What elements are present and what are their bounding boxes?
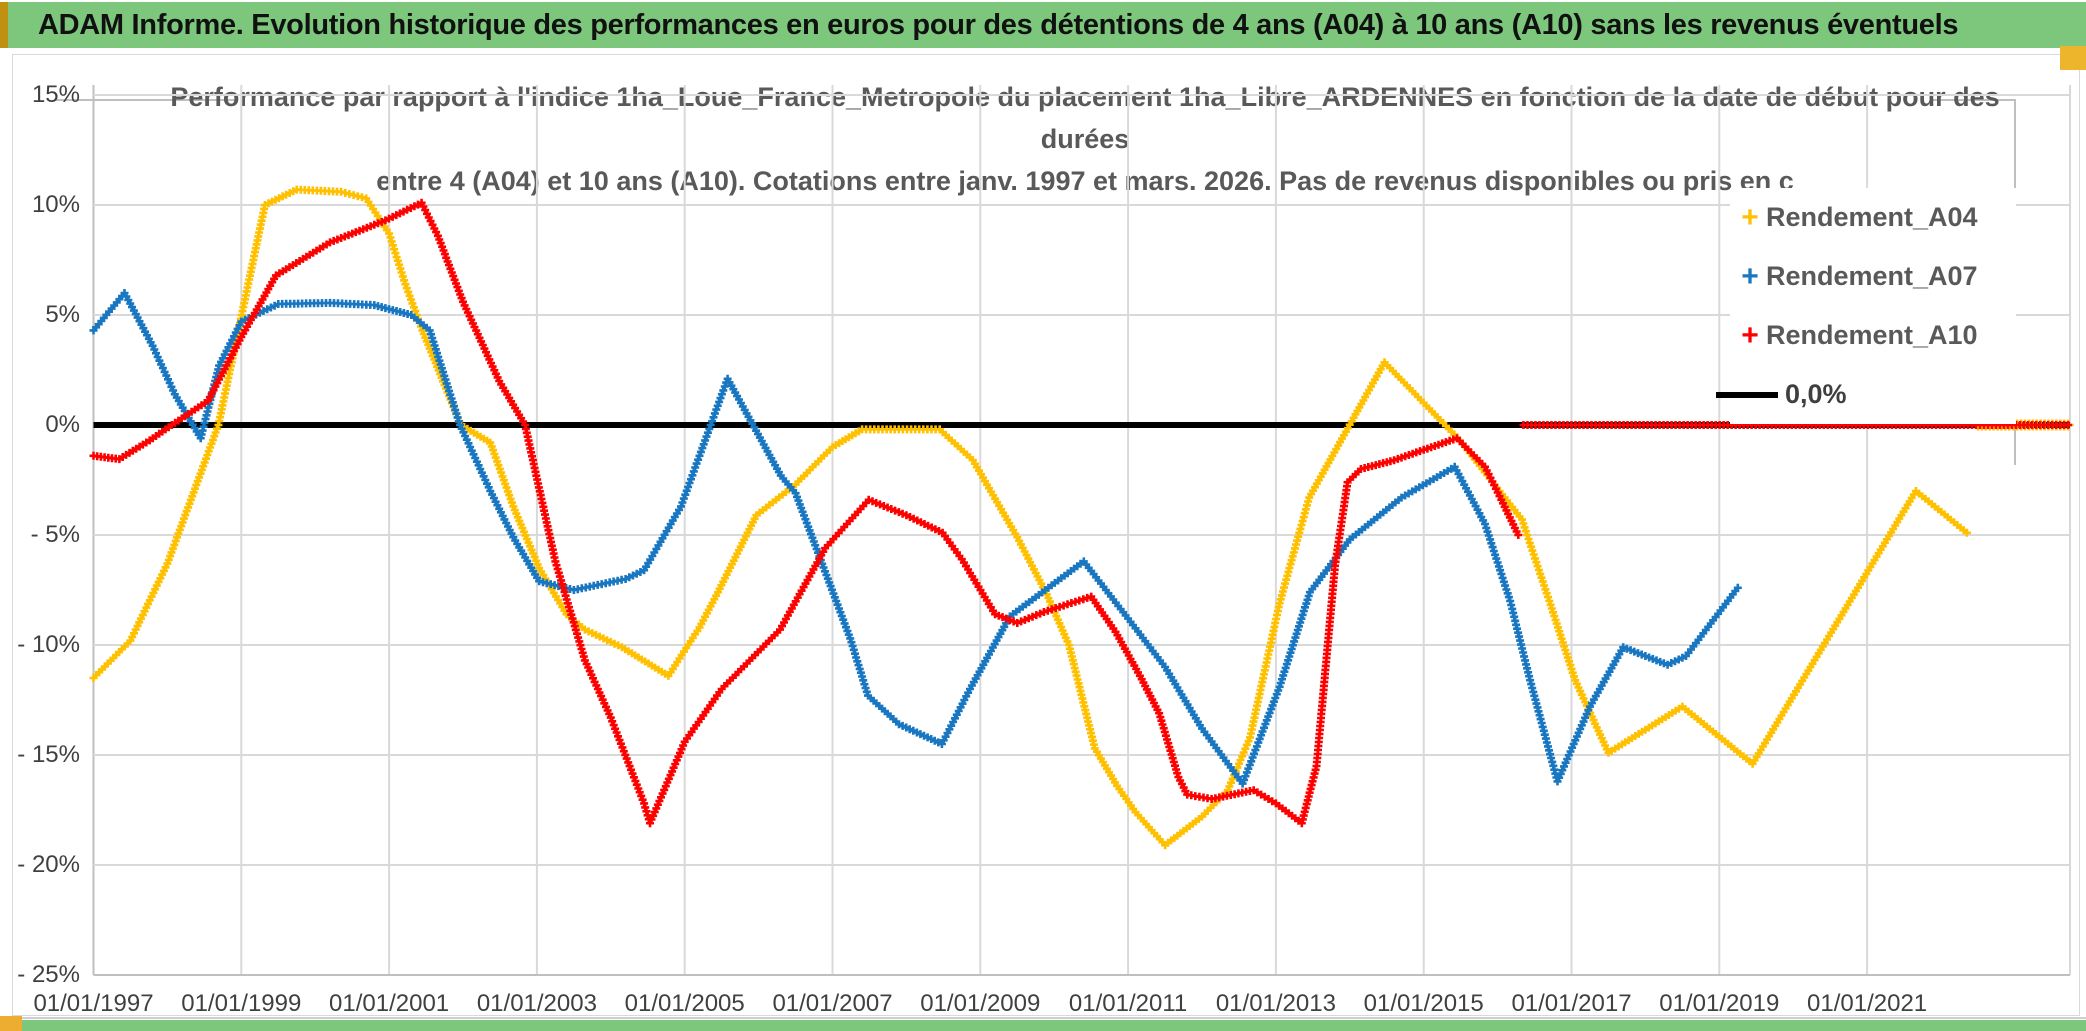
- legend: + Rendement_A04 + Rendement_A07 + Rendement_A…: [1716, 188, 2016, 424]
- zero-line-sample: [1716, 391, 1778, 398]
- x-tick-label: 01/01/2005: [624, 990, 745, 1017]
- legend-entry-rendement-a10[interactable]: + Rendement_A10: [1730, 306, 2016, 365]
- legend-entry-rendement-a04[interactable]: + Rendement_A04: [1730, 188, 2016, 247]
- x-tick-label: 01/01/2021: [1807, 990, 1928, 1017]
- flat-zero-tail: [1519, 421, 2073, 429]
- y-tick-label: 0%: [45, 411, 80, 438]
- x-tick-label: 01/01/2017: [1511, 990, 1632, 1017]
- header-bar: ADAM Informe. Evolution historique des p…: [8, 2, 2086, 48]
- page-title: ADAM Informe. Evolution historique des p…: [38, 9, 1959, 41]
- plus-marker-icon: +: [1741, 318, 1759, 352]
- x-tick-label: 01/01/1999: [181, 990, 302, 1017]
- x-tick-label: 01/01/2011: [1068, 990, 1188, 1017]
- bottom-bar: [22, 1020, 2086, 1031]
- x-tick-label: 01/01/2015: [1363, 990, 1484, 1017]
- series-rendement-a07: [89, 289, 1742, 788]
- y-tick-label: - 10%: [17, 631, 80, 658]
- bottom-accent: [0, 1016, 22, 1031]
- y-tick-label: 10%: [31, 191, 80, 218]
- x-tick-label: 01/01/2009: [920, 990, 1041, 1017]
- corner-accent: [2060, 46, 2086, 70]
- y-tick-label: - 20%: [17, 851, 80, 878]
- legend-label: Rendement_A04: [1766, 202, 1978, 232]
- chart-title: Performance par rapport à l'indice 1ha_L…: [120, 76, 2050, 202]
- x-tick-label: 01/01/2001: [329, 990, 450, 1017]
- legend-label: Rendement_A07: [1766, 261, 1978, 291]
- y-tick-label: 5%: [45, 301, 80, 328]
- bottom-divider: [0, 1017, 2086, 1019]
- chart-title-line2: durées: [1040, 124, 1130, 154]
- y-tick-label: - 25%: [17, 961, 80, 988]
- chart-title-line3: entre 4 (A04) et 10 ans (A10). Cotations…: [376, 166, 1794, 196]
- legend-entry-0-0-[interactable]: 0,0%: [1716, 365, 2016, 424]
- subtitle-callout-right: [1930, 99, 2015, 101]
- x-tick-label: 01/01/1997: [33, 990, 154, 1017]
- x-tick-label: 01/01/2013: [1215, 990, 1336, 1017]
- plus-marker-icon: +: [1741, 200, 1759, 234]
- x-tick-label: 01/01/2019: [1659, 990, 1780, 1017]
- chart-title-line1: Performance par rapport à l'indice 1ha_L…: [170, 82, 2000, 112]
- plus-marker-icon: +: [1741, 259, 1759, 293]
- series-rendement-a10: [89, 198, 2073, 828]
- x-tick-label: 01/01/2003: [476, 990, 597, 1017]
- legend-label: Rendement_A10: [1766, 320, 1978, 350]
- legend-entry-rendement-a07[interactable]: + Rendement_A07: [1730, 247, 2016, 306]
- legend-label: 0,0%: [1785, 379, 1847, 409]
- y-tick-label: 15%: [31, 81, 80, 108]
- y-tick-label: - 5%: [30, 521, 80, 548]
- x-tick-label: 01/01/2007: [772, 990, 893, 1017]
- header-accent-bar: [0, 2, 8, 48]
- y-tick-label: - 15%: [17, 741, 80, 768]
- subtitle-callout-left: [55, 99, 235, 101]
